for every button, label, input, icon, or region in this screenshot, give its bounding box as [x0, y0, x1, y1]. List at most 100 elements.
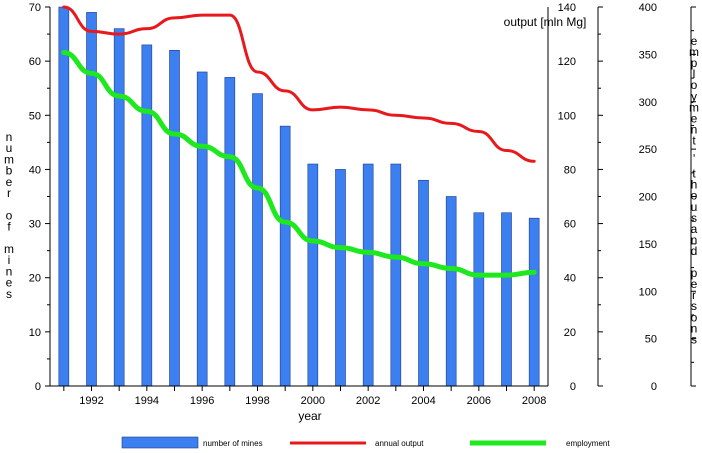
bar-1999: [279, 125, 291, 387]
employment-axis-title-char: d: [691, 244, 698, 258]
left-tick-label: 40: [29, 164, 41, 176]
employment-axis-title-char: t: [692, 167, 696, 181]
employment-axis-title-char: e: [691, 277, 698, 291]
x-tick-label: 2002: [356, 395, 380, 407]
bar-2008: [528, 217, 540, 387]
left-tick-label: 20: [29, 273, 41, 285]
left-tick-label: 10: [29, 327, 41, 339]
left-axis-title-char: n: [6, 130, 13, 144]
left-tick-label: 70: [29, 2, 41, 14]
employment-axis-title-char: o: [691, 310, 698, 324]
bar-1992: [86, 12, 97, 387]
x-tick-label: 1992: [79, 395, 103, 407]
left-axis-title-char: u: [6, 141, 13, 155]
employment-axis-title-char: o: [691, 78, 698, 92]
left-axis-title-char: f: [7, 220, 11, 234]
employment-axis-title-char: s: [691, 211, 697, 225]
employment-axis-title-char: p: [691, 266, 698, 280]
left-axis-title-char: m: [4, 242, 14, 256]
bar-1993: [113, 28, 125, 387]
left-axis-title-char: e: [6, 175, 13, 189]
left-tick-label: 50: [29, 110, 41, 122]
employment-axis-title-char: t: [692, 133, 696, 147]
legend-label: employment: [566, 439, 610, 448]
employment-tick-label: 100: [639, 286, 657, 298]
employment-tick-label: 0: [651, 381, 657, 393]
left-axis-title-char: e: [6, 276, 13, 290]
employment-axis-title-char: e: [691, 34, 698, 48]
legend-label: number of mines: [203, 439, 263, 448]
left-tick-label: 60: [29, 56, 41, 68]
employment-axis-title-char: r: [692, 288, 696, 302]
employment-tick-label: 400: [639, 2, 657, 14]
output-tick-label: 0: [570, 381, 576, 393]
x-axis-title: year: [298, 409, 321, 423]
legend: number of mines annual output employment: [121, 436, 610, 449]
left-axis-title-char: n: [6, 264, 13, 278]
bar-1998: [252, 93, 263, 387]
left-tick-label: 30: [29, 219, 41, 231]
x-tick-label: 1996: [190, 395, 214, 407]
x-tick-label: 2006: [467, 395, 491, 407]
bar-2003: [390, 163, 402, 387]
output-tick-label: 80: [564, 164, 576, 176]
x-tick-label: 1998: [245, 395, 269, 407]
ticks-layer: 0 10 20 30 40 50 60 70 0 20 40 60 80 100 120 140 0 50 100 1…: [29, 2, 696, 407]
employment-tick-label: 300: [639, 97, 657, 109]
output-tick-label: 40: [564, 273, 576, 285]
employment-axis-title-char: s: [691, 332, 697, 346]
output-axis-title: output [mln Mg]: [504, 15, 587, 29]
bar-2000: [307, 163, 319, 387]
employment-tick-label: 200: [639, 192, 657, 204]
x-tick-label: 2004: [411, 395, 435, 407]
bar-1991: [58, 6, 70, 387]
output-tick-label: 20: [564, 327, 576, 339]
x-tick-label: 2008: [522, 395, 546, 407]
left-axis-title-char: i: [8, 253, 11, 267]
employment-axis-title-char: s: [691, 299, 697, 313]
output-tick-label: 120: [558, 56, 576, 68]
employment-axis-title-char: m: [689, 100, 699, 114]
employment-axis-title-char: n: [691, 122, 698, 136]
employment-axis-title-char: u: [691, 200, 698, 214]
bar-1997: [224, 77, 236, 387]
employment-axis-title-char: p: [691, 56, 698, 70]
x-tick-label: 2000: [301, 395, 325, 407]
employment-tick-label: 150: [639, 239, 657, 251]
employment-axis-title-char: m: [689, 45, 699, 59]
bar-2007: [501, 212, 512, 387]
bar-1996: [196, 71, 208, 387]
left-axis-title-char: m: [4, 152, 14, 166]
left-axis-title-char: r: [7, 186, 11, 200]
output-tick-label: 140: [558, 2, 576, 14]
employment-tick-label: 350: [639, 49, 657, 61]
output-tick-label: 100: [558, 110, 576, 122]
x-tick-label: 1994: [135, 395, 159, 407]
bar-2006: [473, 212, 485, 387]
bar-1995: [169, 50, 180, 387]
employment-tick-label: 250: [639, 144, 657, 156]
employment-axis-title-char: ,: [692, 145, 695, 159]
series-line-annual-output: [62, 5, 536, 163]
employment-axis-title-char: o: [691, 189, 698, 203]
left-axis-title-char: o: [6, 208, 13, 222]
bar-2001: [335, 169, 346, 387]
legend-label: annual output: [375, 439, 424, 448]
employment-axis-title-char: e: [691, 111, 698, 125]
bar-2002: [362, 163, 374, 387]
employment-axis-title-char: y: [691, 89, 697, 103]
employment-tick-label: 50: [645, 334, 657, 346]
bars-layer: [58, 6, 540, 387]
left-axis-title-char: s: [6, 287, 12, 301]
series-line-employment: [61, 49, 537, 278]
bar-2005: [445, 196, 457, 387]
employment-axis-title-char: h: [691, 178, 698, 192]
left-tick-label: 0: [35, 381, 41, 393]
employment-axis-title-char: n: [691, 233, 698, 247]
legend-swatch-bar: [121, 436, 199, 449]
output-tick-label: 60: [564, 219, 576, 231]
bar-2004: [418, 179, 429, 387]
